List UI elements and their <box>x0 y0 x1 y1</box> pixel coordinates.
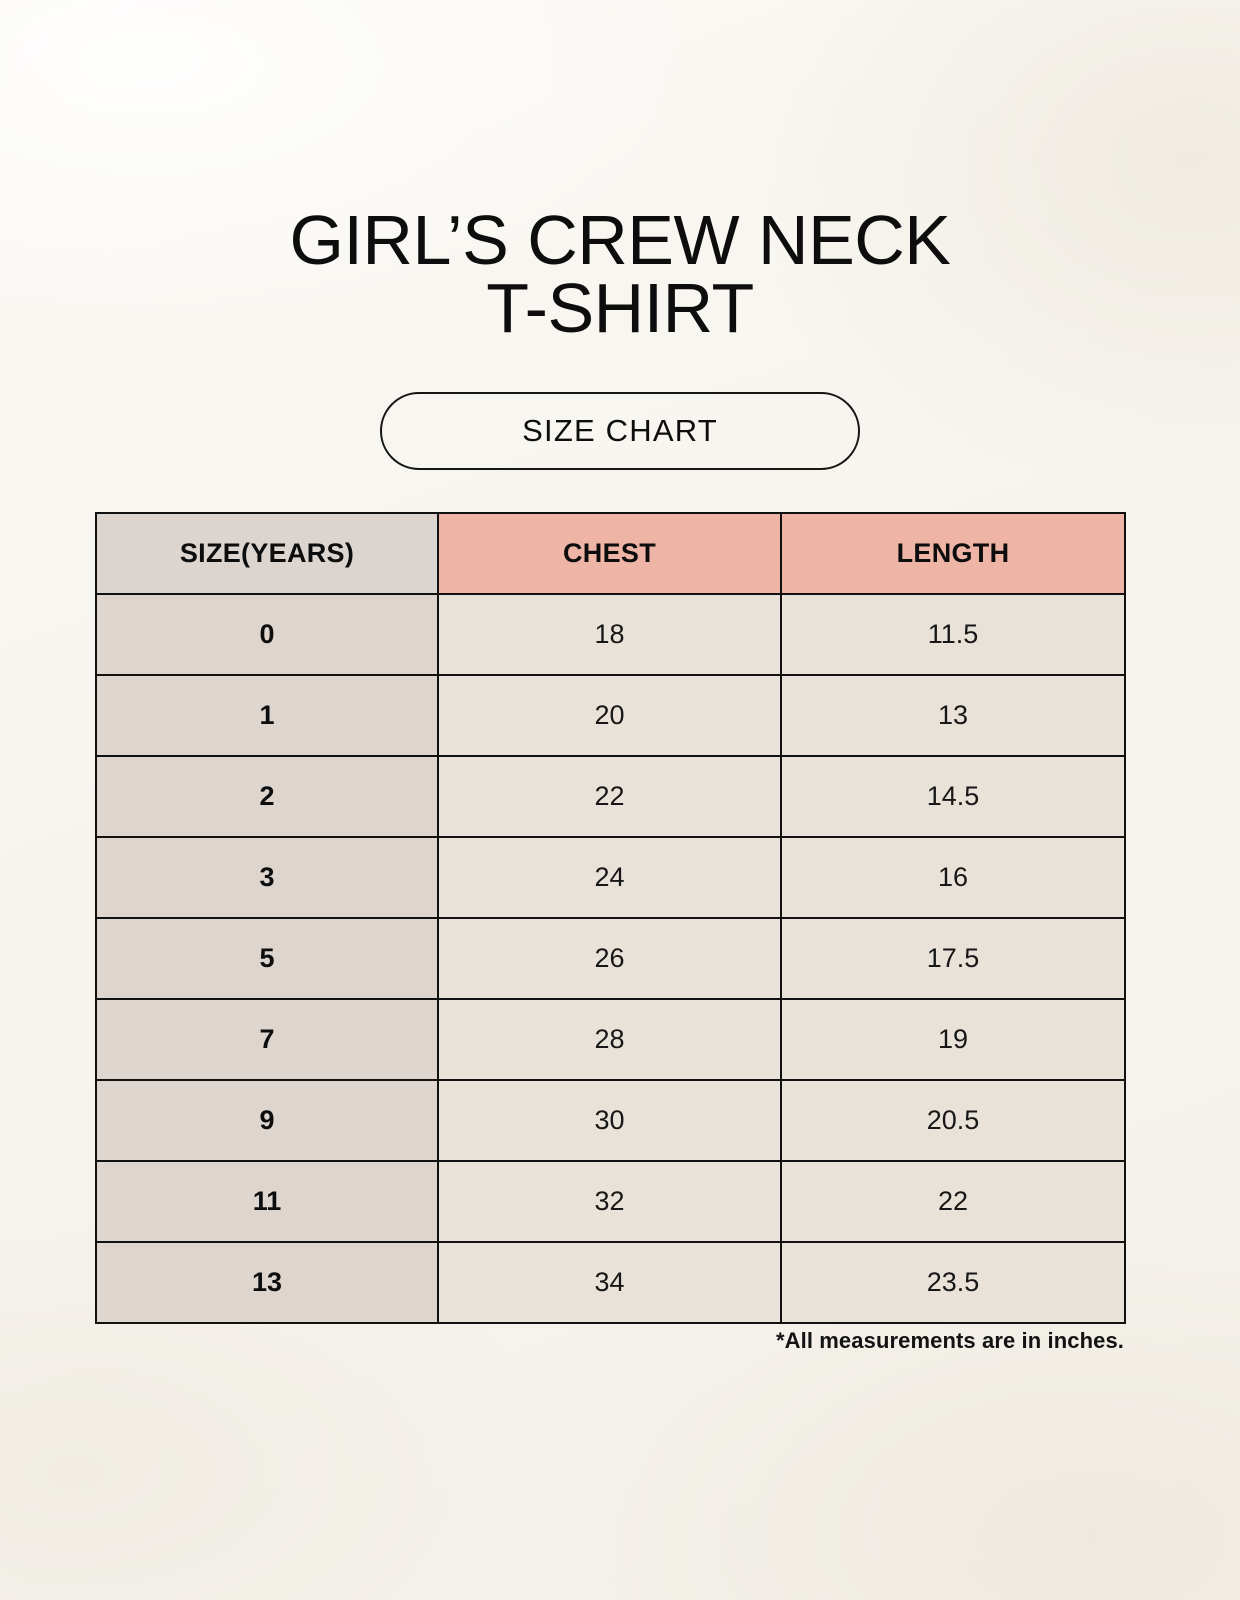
column-header-length: LENGTH <box>780 512 1126 595</box>
cell-length: 20.5 <box>780 1079 1126 1162</box>
size-table: SIZE(YEARS) CHEST LENGTH 0 18 11.5 1 20 … <box>95 512 1126 1324</box>
cell-chest: 24 <box>437 836 782 919</box>
cell-chest: 22 <box>437 755 782 838</box>
cell-size: 2 <box>95 755 439 838</box>
column-header-chest: CHEST <box>437 512 782 595</box>
table-row: 0 18 11.5 <box>95 593 1126 676</box>
cell-chest: 28 <box>437 998 782 1081</box>
size-table-body: 0 18 11.5 1 20 13 2 22 14.5 3 24 16 <box>95 593 1126 1324</box>
size-chart-pill-wrap: SIZE CHART <box>0 392 1240 470</box>
table-row: 1 20 13 <box>95 674 1126 757</box>
table-row: 2 22 14.5 <box>95 755 1126 838</box>
cell-chest: 34 <box>437 1241 782 1324</box>
cell-chest: 32 <box>437 1160 782 1243</box>
size-chart-badge: SIZE CHART <box>380 392 860 470</box>
column-header-size: SIZE(YEARS) <box>95 512 439 595</box>
table-row: 9 30 20.5 <box>95 1079 1126 1162</box>
page-title: GIRL’S CREW NECK T-SHIRT <box>289 201 952 347</box>
cell-length: 23.5 <box>780 1241 1126 1324</box>
cell-length: 16 <box>780 836 1126 919</box>
table-row: 13 34 23.5 <box>95 1241 1126 1324</box>
cell-length: 19 <box>780 998 1126 1081</box>
table-row: 11 32 22 <box>95 1160 1126 1243</box>
size-table-wrap: SIZE(YEARS) CHEST LENGTH 0 18 11.5 1 20 … <box>95 512 1126 1324</box>
cell-size: 9 <box>95 1079 439 1162</box>
table-row: 7 28 19 <box>95 998 1126 1081</box>
cell-chest: 20 <box>437 674 782 757</box>
cell-size: 13 <box>95 1241 439 1324</box>
measurement-unit-note: *All measurements are in inches. <box>775 1328 1124 1353</box>
table-row: 5 26 17.5 <box>95 917 1126 1000</box>
cell-chest: 18 <box>437 593 782 676</box>
title-block: GIRL’S CREW NECK T-SHIRT <box>0 201 1240 347</box>
cell-size: 7 <box>95 998 439 1081</box>
cell-size: 11 <box>95 1160 439 1243</box>
cell-size: 3 <box>95 836 439 919</box>
cell-length: 17.5 <box>780 917 1126 1000</box>
size-table-head: SIZE(YEARS) CHEST LENGTH <box>95 512 1126 595</box>
table-row: 3 24 16 <box>95 836 1126 919</box>
cell-size: 1 <box>95 674 439 757</box>
cell-length: 11.5 <box>780 593 1126 676</box>
cell-length: 13 <box>780 674 1126 757</box>
cell-chest: 26 <box>437 917 782 1000</box>
cell-chest: 30 <box>437 1079 782 1162</box>
cell-size: 5 <box>95 917 439 1000</box>
cell-length: 14.5 <box>780 755 1126 838</box>
size-chart-badge-label: SIZE CHART <box>522 413 718 448</box>
cell-length: 22 <box>780 1160 1126 1243</box>
cell-size: 0 <box>95 593 439 676</box>
table-header-row: SIZE(YEARS) CHEST LENGTH <box>95 512 1126 595</box>
